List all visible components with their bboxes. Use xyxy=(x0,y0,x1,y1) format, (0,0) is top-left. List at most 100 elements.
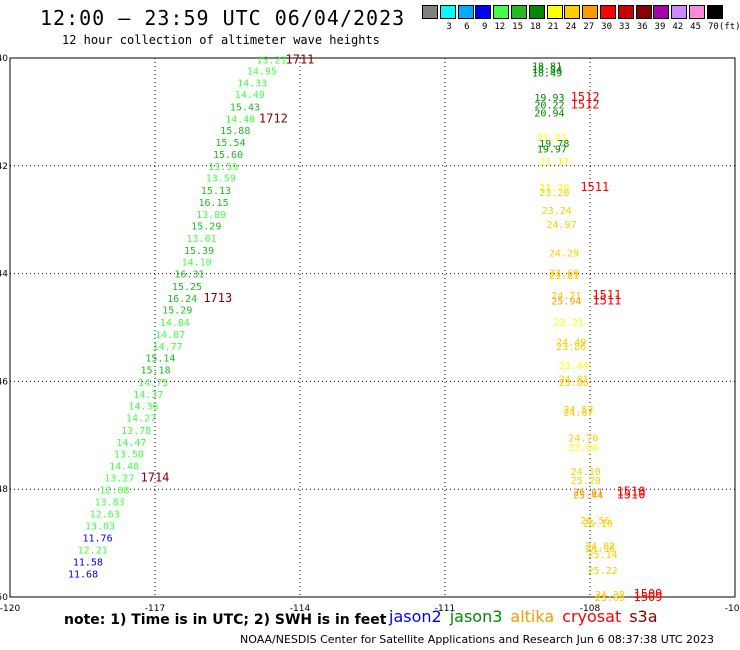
latitude-tick-label: 44 xyxy=(0,270,8,280)
wave-height-label: 26.01 xyxy=(573,487,603,498)
wave-height-label: 15.29 xyxy=(191,222,221,233)
wave-height-label: 18.49 xyxy=(532,69,562,80)
longitude-tick-label: -105 xyxy=(725,604,740,614)
satellite-jason3: jason3 xyxy=(449,607,503,626)
legend-label: 9 xyxy=(481,22,488,32)
wave-height-label: 14.47 xyxy=(116,438,146,449)
wave-height-label: 23.69 xyxy=(549,269,579,280)
latitude-tick-label: 42 xyxy=(0,162,8,172)
wave-height-label: 14.37 xyxy=(133,390,163,401)
wave-height-label: 13.59 xyxy=(208,162,238,173)
map-frame xyxy=(9,57,736,598)
wave-height-label: 14.77 xyxy=(153,342,183,353)
wave-height-label: 21.21 xyxy=(537,133,567,144)
wave-height-label: 23.44 xyxy=(559,361,589,372)
wave-height-label: 13.78 xyxy=(121,426,151,437)
pass-time-label: 1509 xyxy=(634,587,663,601)
legend-swatch xyxy=(582,5,599,19)
wave-height-label: 16.15 xyxy=(199,198,229,209)
legend-swatch xyxy=(671,5,688,19)
wave-height-label: 21.17 xyxy=(539,157,569,168)
wave-height-label: 24.82 xyxy=(585,541,615,552)
wave-height-label: 15.43 xyxy=(230,103,260,114)
wave-height-label: 11.76 xyxy=(83,534,113,545)
wave-height-label: 21.79 xyxy=(539,183,569,194)
pass-time-label: 1512 xyxy=(571,90,600,104)
legend-label: 12 xyxy=(494,22,506,32)
wave-height-label: 24.10 xyxy=(571,467,601,478)
legend-swatch xyxy=(439,5,456,19)
legend-swatch xyxy=(600,5,616,19)
wave-height-label: 20.94 xyxy=(534,108,564,119)
wave-height-label: 19.97 xyxy=(537,145,567,156)
wave-height-label: 16.31 xyxy=(174,270,204,281)
legend-label: 36 xyxy=(636,22,648,32)
map-title: 12:00 — 23:59 UTC 06/04/2023 xyxy=(40,6,406,30)
wave-height-label: 16.24 xyxy=(167,294,197,305)
wave-height-label: 23.66 xyxy=(568,443,598,454)
map-subtitle: 12 hour collection of altimeter wave hei… xyxy=(62,33,380,47)
pass-time-label: 1713 xyxy=(203,291,232,305)
wave-height-label: 24.49 xyxy=(556,338,586,349)
longitude-tick-label: -108 xyxy=(580,604,601,614)
pass-time-label: 1512 xyxy=(571,97,600,111)
wave-height-label: 23.86 xyxy=(559,378,589,389)
wave-height-label: 14.33 xyxy=(237,78,267,89)
wave-height-label: 15.21 xyxy=(257,56,287,67)
legend-label: 30 xyxy=(601,22,612,32)
wave-height-label: 18.84 xyxy=(532,65,562,76)
wave-height-label: 24.67 xyxy=(563,408,593,419)
wave-height-label: 13.89 xyxy=(196,210,226,221)
legend-swatch xyxy=(475,5,492,19)
wave-height-label: 14.84 xyxy=(160,318,190,329)
wave-height-label: 24.70 xyxy=(568,433,598,444)
wave-height-label: 15.18 xyxy=(141,366,171,377)
wave-height-label: 24.29 xyxy=(549,249,579,260)
wave-height-label: 13.59 xyxy=(206,174,236,185)
wave-height-label: 12.63 xyxy=(90,509,120,520)
latitude-tick-label: 40 xyxy=(0,54,8,64)
longitude-tick-label: -120 xyxy=(0,604,20,614)
latitude-tick-label: 46 xyxy=(0,377,8,387)
wave-height-label: 13.01 xyxy=(186,234,216,245)
wave-height-label: 25.20 xyxy=(571,476,601,487)
legend-label: 18 xyxy=(529,22,541,32)
legend-label: 27 xyxy=(583,22,595,32)
longitude-tick-label: -111 xyxy=(435,604,455,614)
credit-line: NOAA/NESDIS Center for Satellite Applica… xyxy=(240,633,715,646)
legend-swatch xyxy=(511,5,527,19)
wave-height-label: 24.81 xyxy=(559,375,589,386)
satellite-key: jason2 jason3 altika cryosat s3a xyxy=(389,607,666,626)
pass-time-label: 1511 xyxy=(580,180,609,194)
wave-height-label: 26.10 xyxy=(583,519,613,530)
pass-time-label: 1510 xyxy=(617,484,646,498)
longitude-tick-label: -114 xyxy=(290,604,311,614)
wave-height-label: 25.94 xyxy=(551,297,581,308)
pass-time-label: 1711 xyxy=(286,53,315,67)
pass-time-label: 1511 xyxy=(592,294,621,308)
legend-swatch xyxy=(635,5,652,19)
wave-height-label: 15.60 xyxy=(213,150,243,161)
legend-swatch xyxy=(706,5,723,19)
pass-time-label: 1712 xyxy=(259,111,288,125)
wave-height-label: 15.54 xyxy=(215,138,245,149)
wave-height-label: 23.86 xyxy=(556,342,586,353)
wave-height-label: 14.95 xyxy=(247,66,277,77)
legend-unit: (ft) xyxy=(718,22,740,32)
wave-height-label: 14.27 xyxy=(126,414,156,425)
wave-height-label: 14.07 xyxy=(155,330,185,341)
wave-height-label: 13.27 xyxy=(104,473,134,484)
wave-height-label: 19.93 xyxy=(534,93,564,104)
legend-swatch xyxy=(493,5,510,19)
wave-height-label: 24.97 xyxy=(547,220,577,231)
legend-label: 39 xyxy=(654,22,666,32)
wave-height-label: 23.69 xyxy=(595,593,625,604)
wave-height-label: 12.08 xyxy=(99,486,129,497)
wave-height-label: 13.83 xyxy=(95,498,125,509)
wave-height-label: 13.03 xyxy=(85,521,115,532)
legend-swatch xyxy=(689,5,705,19)
wave-height-label: 23.21 xyxy=(554,318,584,329)
wave-height-label: 18.81 xyxy=(532,62,562,73)
legend-label: 45 xyxy=(690,22,701,32)
legend-swatch xyxy=(546,5,563,19)
